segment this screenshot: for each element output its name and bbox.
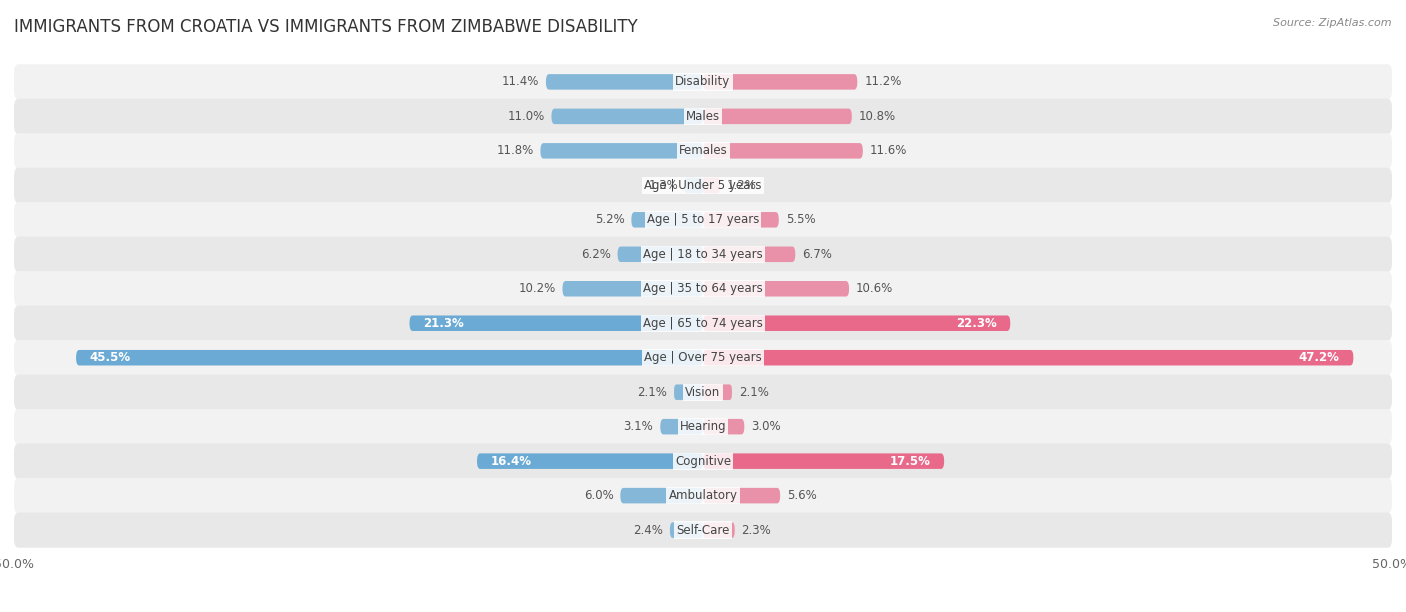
- FancyBboxPatch shape: [703, 488, 780, 504]
- Text: Age | 35 to 64 years: Age | 35 to 64 years: [643, 282, 763, 295]
- FancyBboxPatch shape: [673, 384, 703, 400]
- Text: 2.4%: 2.4%: [633, 524, 664, 537]
- FancyBboxPatch shape: [14, 99, 1392, 134]
- FancyBboxPatch shape: [409, 315, 703, 331]
- Text: 11.6%: 11.6%: [870, 144, 907, 157]
- Text: 11.2%: 11.2%: [865, 75, 901, 88]
- Text: 2.1%: 2.1%: [637, 386, 668, 398]
- Text: Age | 18 to 34 years: Age | 18 to 34 years: [643, 248, 763, 261]
- FancyBboxPatch shape: [685, 177, 703, 193]
- Text: 47.2%: 47.2%: [1299, 351, 1340, 364]
- Text: 45.5%: 45.5%: [90, 351, 131, 364]
- Text: Age | 65 to 74 years: Age | 65 to 74 years: [643, 317, 763, 330]
- Text: 10.6%: 10.6%: [856, 282, 893, 295]
- FancyBboxPatch shape: [14, 64, 1392, 100]
- FancyBboxPatch shape: [703, 453, 945, 469]
- FancyBboxPatch shape: [14, 202, 1392, 237]
- FancyBboxPatch shape: [14, 444, 1392, 479]
- Text: IMMIGRANTS FROM CROATIA VS IMMIGRANTS FROM ZIMBABWE DISABILITY: IMMIGRANTS FROM CROATIA VS IMMIGRANTS FR…: [14, 18, 638, 36]
- Text: 2.3%: 2.3%: [741, 524, 772, 537]
- FancyBboxPatch shape: [703, 247, 796, 262]
- FancyBboxPatch shape: [14, 375, 1392, 410]
- FancyBboxPatch shape: [14, 409, 1392, 444]
- Text: 11.0%: 11.0%: [508, 110, 544, 123]
- Text: Cognitive: Cognitive: [675, 455, 731, 468]
- FancyBboxPatch shape: [14, 478, 1392, 513]
- FancyBboxPatch shape: [703, 384, 733, 400]
- FancyBboxPatch shape: [703, 523, 735, 538]
- Text: Age | 5 to 17 years: Age | 5 to 17 years: [647, 214, 759, 226]
- FancyBboxPatch shape: [14, 340, 1392, 375]
- FancyBboxPatch shape: [562, 281, 703, 297]
- FancyBboxPatch shape: [661, 419, 703, 435]
- FancyBboxPatch shape: [631, 212, 703, 228]
- FancyBboxPatch shape: [703, 143, 863, 159]
- Text: Females: Females: [679, 144, 727, 157]
- FancyBboxPatch shape: [703, 212, 779, 228]
- FancyBboxPatch shape: [703, 419, 744, 435]
- FancyBboxPatch shape: [703, 108, 852, 124]
- Text: 5.5%: 5.5%: [786, 214, 815, 226]
- Text: Vision: Vision: [685, 386, 721, 398]
- FancyBboxPatch shape: [669, 523, 703, 538]
- Text: 1.2%: 1.2%: [727, 179, 756, 192]
- Text: Hearing: Hearing: [679, 420, 727, 433]
- Text: Age | Under 5 years: Age | Under 5 years: [644, 179, 762, 192]
- Text: 2.1%: 2.1%: [738, 386, 769, 398]
- FancyBboxPatch shape: [540, 143, 703, 159]
- Text: 21.3%: 21.3%: [423, 317, 464, 330]
- Legend: Immigrants from Croatia, Immigrants from Zimbabwe: Immigrants from Croatia, Immigrants from…: [489, 609, 917, 612]
- Text: 16.4%: 16.4%: [491, 455, 531, 468]
- Text: 6.7%: 6.7%: [803, 248, 832, 261]
- Text: 11.4%: 11.4%: [502, 75, 538, 88]
- FancyBboxPatch shape: [14, 512, 1392, 548]
- Text: 6.0%: 6.0%: [583, 489, 613, 502]
- FancyBboxPatch shape: [14, 133, 1392, 168]
- FancyBboxPatch shape: [703, 74, 858, 89]
- Text: Self-Care: Self-Care: [676, 524, 730, 537]
- FancyBboxPatch shape: [703, 281, 849, 297]
- FancyBboxPatch shape: [76, 350, 703, 365]
- Text: 3.1%: 3.1%: [624, 420, 654, 433]
- Text: 1.3%: 1.3%: [648, 179, 678, 192]
- FancyBboxPatch shape: [14, 237, 1392, 272]
- FancyBboxPatch shape: [14, 168, 1392, 203]
- Text: 5.6%: 5.6%: [787, 489, 817, 502]
- FancyBboxPatch shape: [14, 271, 1392, 307]
- FancyBboxPatch shape: [703, 350, 1354, 365]
- Text: Source: ZipAtlas.com: Source: ZipAtlas.com: [1274, 18, 1392, 28]
- Text: Age | Over 75 years: Age | Over 75 years: [644, 351, 762, 364]
- Text: 11.8%: 11.8%: [496, 144, 533, 157]
- FancyBboxPatch shape: [546, 74, 703, 89]
- Text: 10.8%: 10.8%: [859, 110, 896, 123]
- Text: Disability: Disability: [675, 75, 731, 88]
- FancyBboxPatch shape: [703, 315, 1011, 331]
- FancyBboxPatch shape: [14, 305, 1392, 341]
- FancyBboxPatch shape: [620, 488, 703, 504]
- Text: 5.2%: 5.2%: [595, 214, 624, 226]
- FancyBboxPatch shape: [551, 108, 703, 124]
- Text: Ambulatory: Ambulatory: [668, 489, 738, 502]
- Text: 17.5%: 17.5%: [890, 455, 931, 468]
- FancyBboxPatch shape: [703, 177, 720, 193]
- Text: 3.0%: 3.0%: [751, 420, 780, 433]
- FancyBboxPatch shape: [617, 247, 703, 262]
- Text: Males: Males: [686, 110, 720, 123]
- FancyBboxPatch shape: [477, 453, 703, 469]
- Text: 22.3%: 22.3%: [956, 317, 997, 330]
- Text: 6.2%: 6.2%: [581, 248, 610, 261]
- Text: 10.2%: 10.2%: [519, 282, 555, 295]
